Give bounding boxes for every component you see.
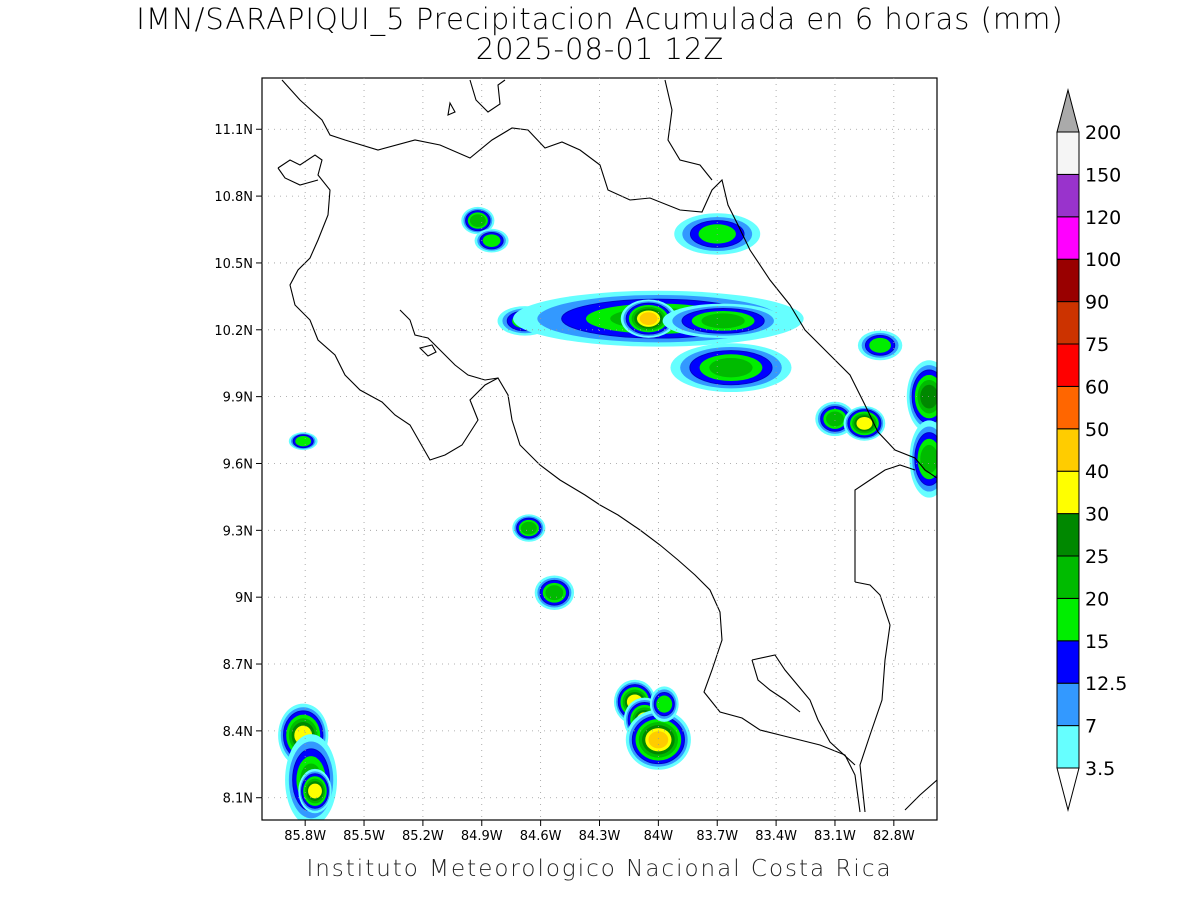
- map-subtitle: 2025-08-01 12Z: [475, 32, 725, 66]
- colorbar-segment: [1056, 470, 1080, 515]
- lat-tick-label: 10.8N: [214, 190, 253, 205]
- colorbar-above-arrow: [1056, 88, 1080, 133]
- colorbar-label: 100: [1085, 249, 1121, 271]
- lon-tick-label: 85.2W: [402, 829, 444, 844]
- precip-cell: [534, 575, 575, 610]
- colorbar-segment: [1056, 216, 1080, 260]
- colorbar-segment: [1056, 173, 1080, 218]
- lat-tick-label: 8.4N: [223, 725, 253, 740]
- precip-cell: [906, 360, 937, 434]
- colorbar-label: 40: [1085, 461, 1109, 483]
- colorbar-segment: [1056, 640, 1080, 684]
- lat-tick-label: 10.5N: [214, 257, 253, 272]
- colorbar-segment: [1056, 385, 1080, 430]
- colorbar-label: 60: [1085, 376, 1109, 398]
- precip-cell: [625, 709, 691, 770]
- lon-tick-label: 84W: [644, 829, 674, 844]
- colorbar-segment: [1056, 428, 1080, 472]
- precip-cell: [662, 303, 784, 339]
- precip-cell: [512, 514, 546, 542]
- colorbar-label: 7: [1085, 716, 1097, 738]
- graticule: [262, 78, 937, 820]
- colorbar-label: 30: [1085, 504, 1109, 526]
- precip-cell: [288, 432, 318, 451]
- precip-cell: [620, 299, 677, 338]
- lon-tick-label: 82.8W: [873, 829, 915, 844]
- precip-cell: [857, 330, 903, 361]
- coastline-borders: [277, 79, 937, 813]
- precip-cell: [461, 206, 495, 235]
- colorbar-label: 75: [1085, 334, 1109, 356]
- colorbar-label: 200: [1085, 122, 1121, 144]
- lon-tick-label: 84.3W: [579, 829, 621, 844]
- colorbar-label: 20: [1085, 588, 1109, 610]
- colorbar: 3.5 7 12.5 15 20 25 30 40 50 60 75 90 100 120 150 200: [1056, 88, 1127, 812]
- colorbar-label: 12.5: [1085, 673, 1127, 695]
- lat-tick-label: 8.1N: [223, 792, 253, 807]
- colorbar-label: 150: [1085, 164, 1121, 186]
- colorbar-segment: [1056, 131, 1080, 175]
- colorbar-segment: [1056, 301, 1080, 345]
- precip-cell: [474, 228, 509, 253]
- lon-tick-label: 84.6W: [520, 829, 562, 844]
- colorbar-label: 50: [1085, 419, 1109, 441]
- colorbar-segment: [1056, 555, 1080, 599]
- colorbar-segment: [1056, 725, 1080, 769]
- lon-tick-label: 83.4W: [755, 829, 797, 844]
- lat-tick-label: 9.3N: [223, 524, 253, 539]
- axis-ticks: 11.1N 10.8N 10.5N 10.2N 9.9N 9.6N 9.3N 9N 8.7N 8.…: [214, 123, 915, 844]
- colorbar-label: 3.5: [1085, 758, 1115, 780]
- precip-cell: [843, 406, 886, 441]
- precip-cell: [298, 768, 332, 814]
- colorbar-label: 120: [1085, 207, 1121, 229]
- colorbar-segment: [1056, 597, 1080, 642]
- lon-tick-label: 85.8W: [284, 829, 326, 844]
- lat-tick-label: 9.6N: [223, 457, 253, 472]
- lat-tick-label: 10.2N: [214, 324, 253, 339]
- precip-cell: [649, 686, 679, 722]
- colorbar-label: 15: [1085, 631, 1109, 653]
- lat-tick-label: 9N: [235, 591, 253, 606]
- colorbar-below-arrow: [1056, 767, 1080, 812]
- lat-tick-label: 9.9N: [223, 391, 253, 406]
- colorbar-segment: [1056, 682, 1080, 727]
- colorbar-label: 25: [1085, 546, 1109, 568]
- lon-tick-label: 84.9W: [461, 829, 503, 844]
- lon-tick-label: 83.1W: [814, 829, 856, 844]
- precip-cell: [909, 420, 937, 498]
- colorbar-segment: [1056, 258, 1080, 303]
- lat-tick-label: 11.1N: [214, 123, 253, 138]
- lat-tick-label: 8.7N: [223, 658, 253, 673]
- footer-credit: Instituto Meteorologico Nacional Costa R…: [306, 856, 893, 882]
- colorbar-segment: [1056, 513, 1080, 557]
- lon-tick-label: 83.7W: [696, 829, 738, 844]
- precip-cell: [674, 213, 761, 255]
- precipitation-field: [278, 206, 937, 820]
- lon-tick-label: 85.5W: [343, 829, 385, 844]
- map-title: IMN/SARAPIQUI_5 Precipitacion Acumulada …: [136, 2, 1064, 36]
- precip-cell: [670, 343, 792, 393]
- colorbar-segment: [1056, 343, 1080, 387]
- colorbar-label: 90: [1085, 292, 1109, 314]
